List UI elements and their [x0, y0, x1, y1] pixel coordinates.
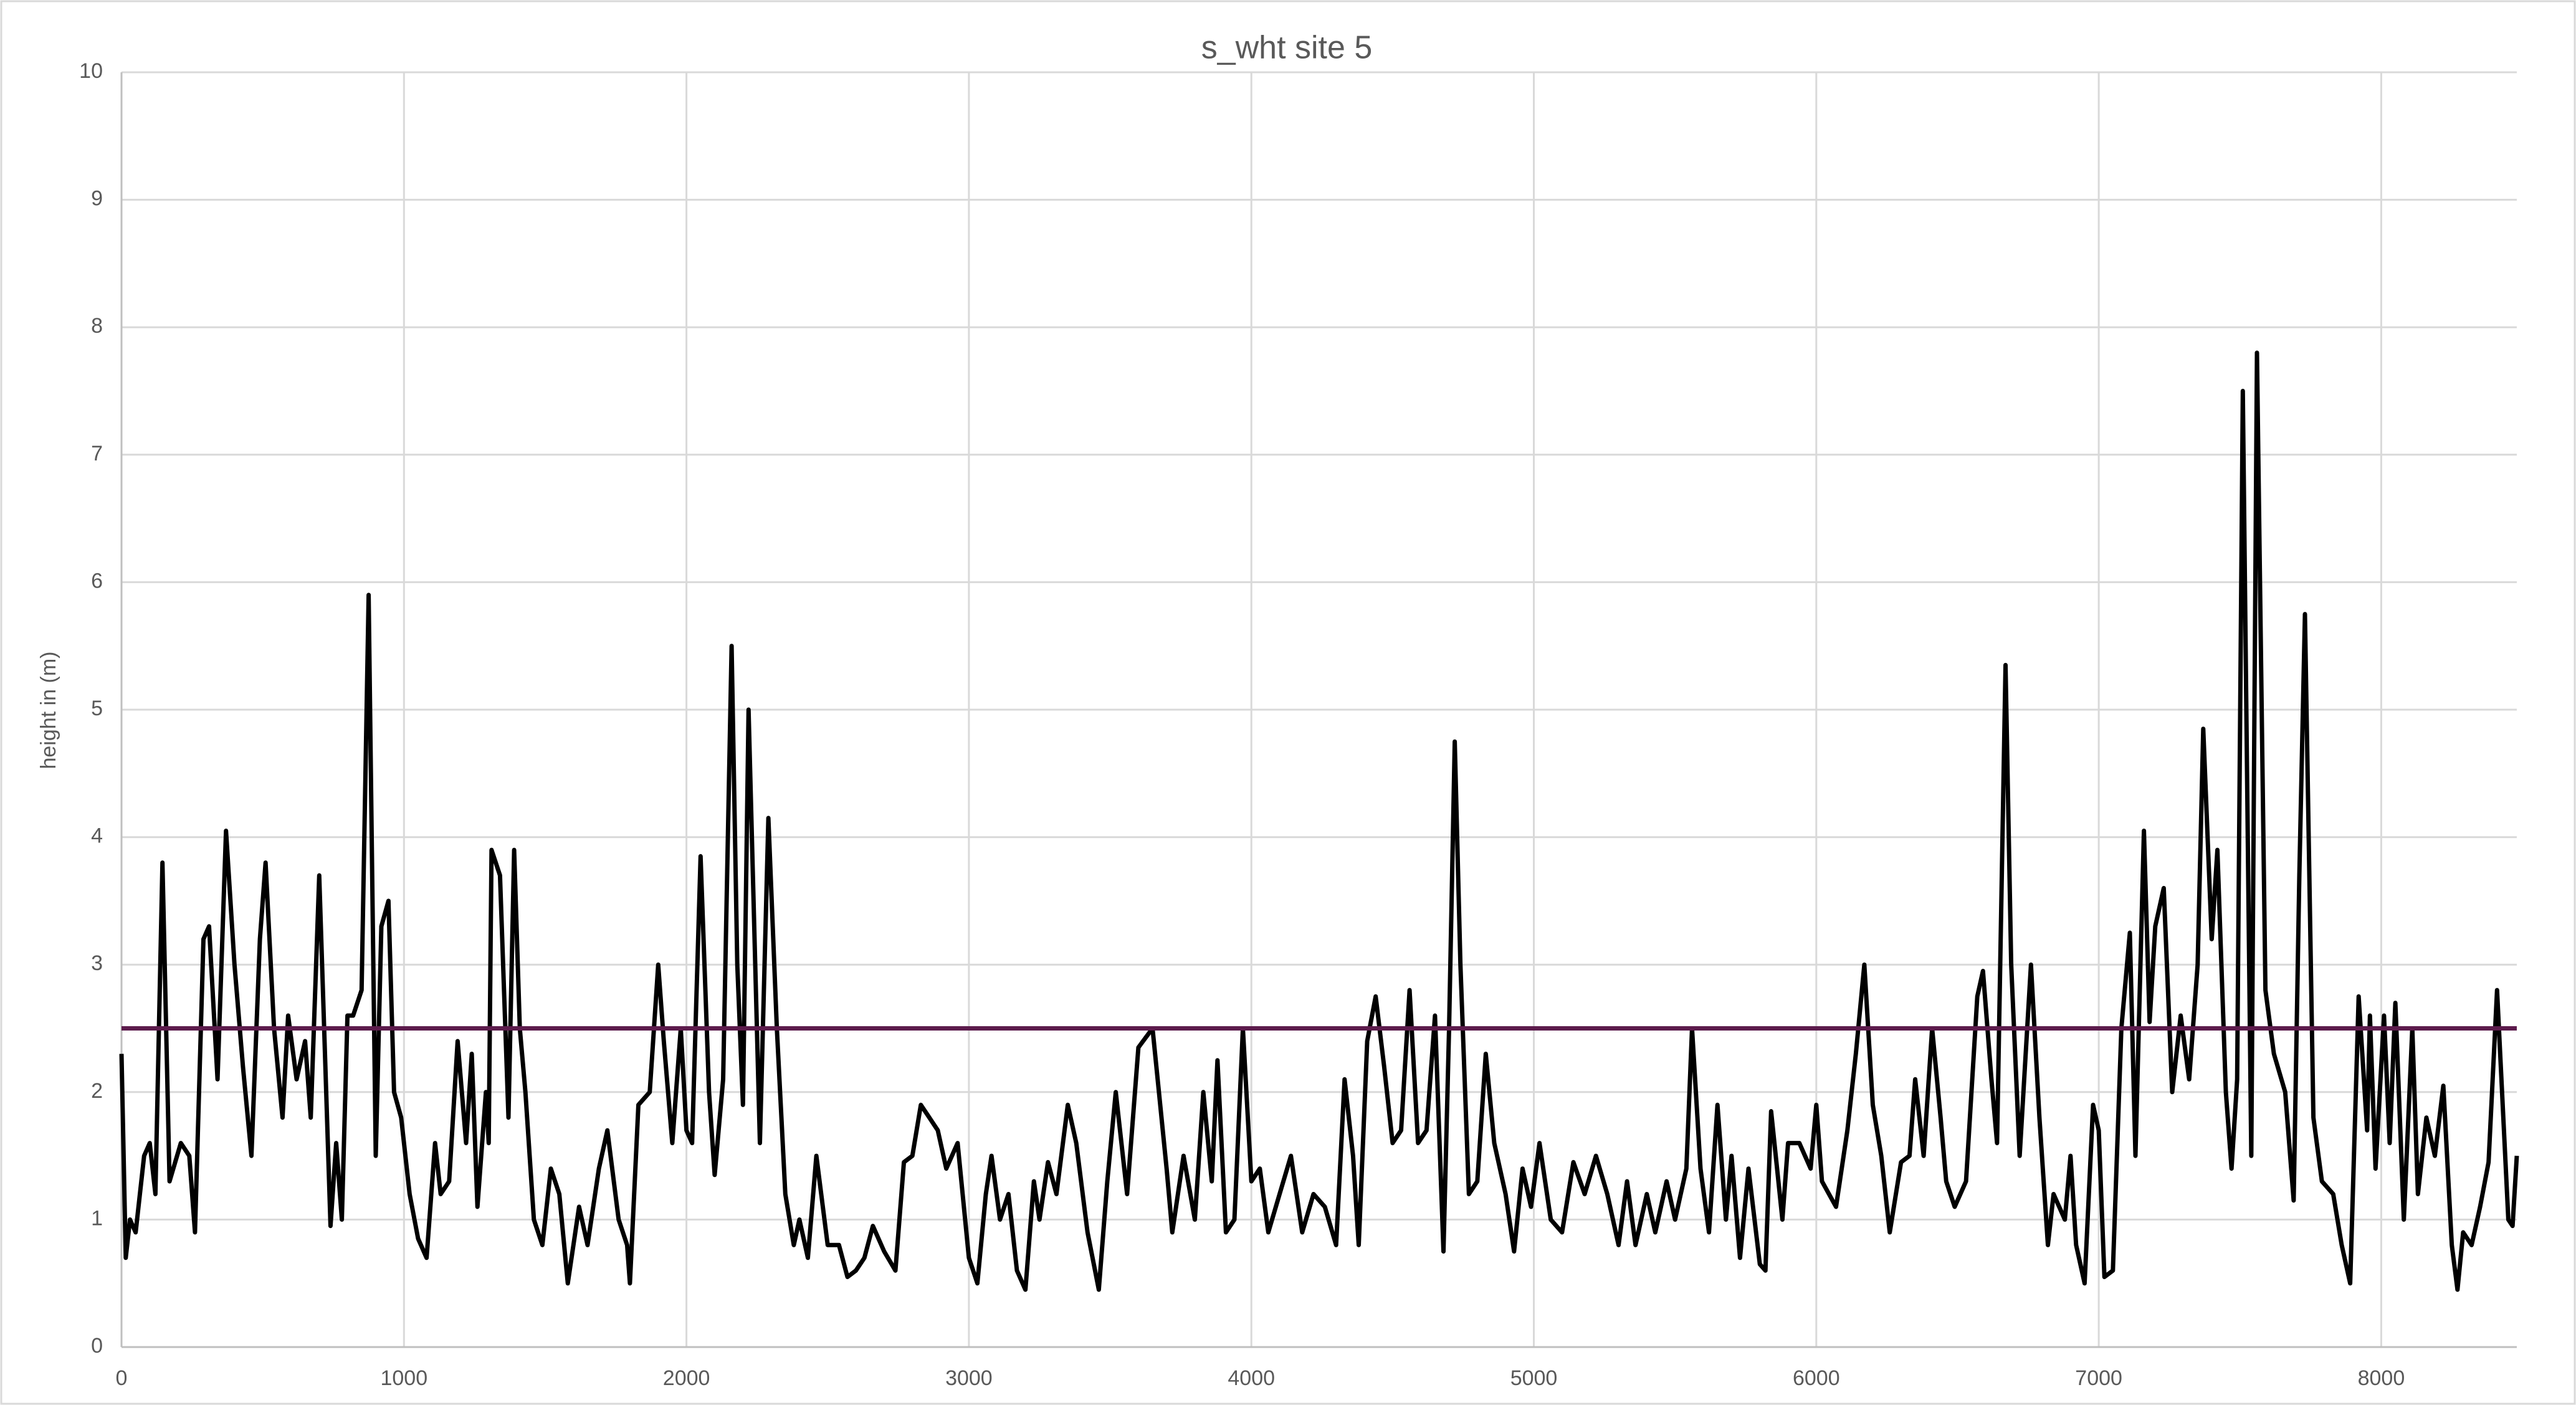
x-tick-label: 6000: [1793, 1366, 1840, 1390]
y-tick-label: 9: [91, 187, 103, 211]
y-tick-label: 10: [79, 59, 103, 83]
x-tick-label: 2000: [663, 1366, 710, 1390]
x-tick-label: 5000: [1510, 1366, 1558, 1390]
x-tick-label: 4000: [1228, 1366, 1275, 1390]
x-tick-label: 7000: [2075, 1366, 2122, 1390]
data-line: [119, 350, 2519, 1292]
y-tick-label: 4: [91, 824, 103, 848]
y-tick-label: 3: [91, 951, 103, 975]
y-tick-label: 8: [91, 314, 103, 338]
y-axis-label: height in (m): [37, 652, 60, 769]
y-tick-label: 0: [91, 1334, 103, 1358]
x-tick-label: 0: [116, 1366, 128, 1390]
chart-title: s_wht site 5: [1201, 30, 1373, 66]
x-tick-label: 1000: [380, 1366, 427, 1390]
y-tick-label: 2: [91, 1079, 103, 1103]
x-tick-label: 8000: [2358, 1366, 2405, 1390]
x-tick-label: 3000: [945, 1366, 993, 1390]
y-tick-label: 6: [91, 569, 103, 593]
y-tick-label: 1: [91, 1206, 103, 1230]
y-tick-label: 5: [91, 697, 103, 720]
y-tick-label: 7: [91, 442, 103, 465]
